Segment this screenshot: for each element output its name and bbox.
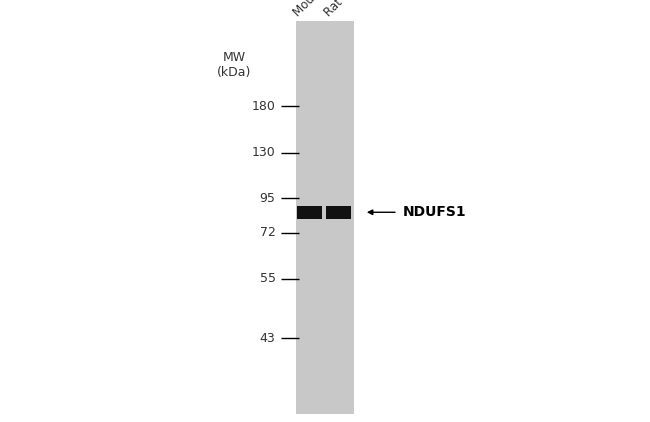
Text: Rat brain: Rat brain <box>322 0 370 19</box>
Text: 95: 95 <box>260 192 276 205</box>
Text: 72: 72 <box>260 227 276 239</box>
Bar <box>328 207 349 217</box>
Bar <box>326 206 351 219</box>
Text: 43: 43 <box>260 332 276 345</box>
Bar <box>327 206 350 218</box>
Text: MW
(kDa): MW (kDa) <box>217 51 251 78</box>
Bar <box>296 21 354 414</box>
Text: Mouse brain: Mouse brain <box>291 0 352 19</box>
Bar <box>298 207 320 218</box>
Bar <box>297 206 322 219</box>
Text: 55: 55 <box>259 272 276 285</box>
Text: 180: 180 <box>252 100 276 113</box>
Bar <box>328 207 350 218</box>
Text: NDUFS1: NDUFS1 <box>403 205 467 219</box>
Bar <box>298 206 321 218</box>
Bar <box>299 207 320 217</box>
Text: 130: 130 <box>252 146 276 159</box>
